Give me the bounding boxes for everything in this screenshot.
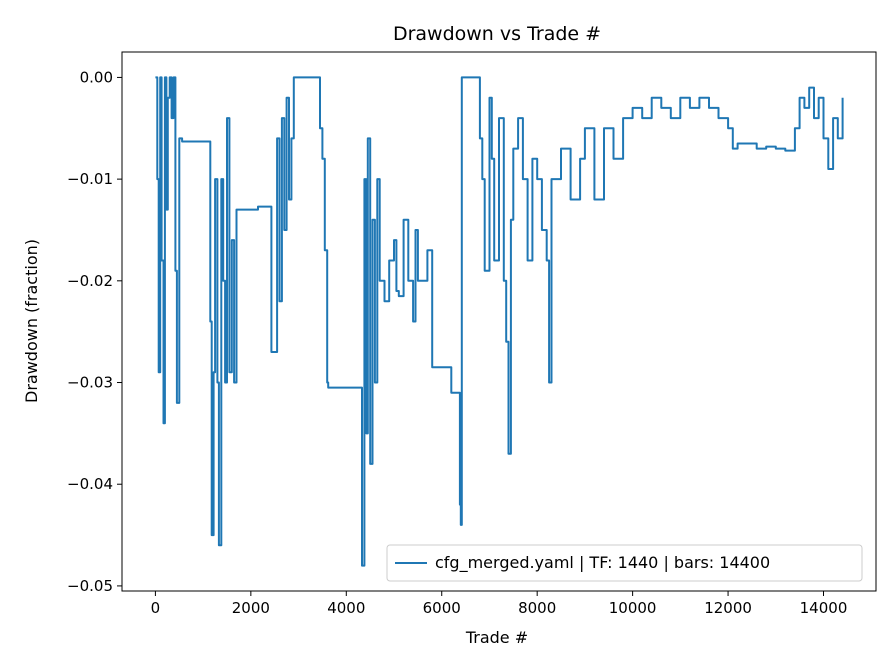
legend-box bbox=[386, 544, 863, 582]
x-tick-label: 12000 bbox=[704, 599, 752, 617]
plot-area bbox=[121, 51, 877, 592]
series-line-0 bbox=[155, 76, 844, 567]
y-tick-label: −0.02 bbox=[67, 272, 113, 290]
x-tick-label: 4000 bbox=[327, 599, 365, 617]
legend: cfg_merged.yaml | TF: 1440 | bars: 14400 bbox=[386, 544, 863, 582]
x-tick-label: 8000 bbox=[518, 599, 556, 617]
y-tick-label: 0.00 bbox=[80, 68, 113, 86]
x-axis: 0 2000 4000 6000 8000 10000 12000 14000 bbox=[151, 591, 848, 617]
x-tick-label: 0 bbox=[151, 599, 161, 617]
x-tick-label: 14000 bbox=[800, 599, 848, 617]
y-axis: 0.00 −0.01 −0.02 −0.03 −0.04 −0.05 bbox=[67, 68, 122, 595]
y-tick-label: −0.01 bbox=[67, 170, 113, 188]
y-axis-label: Drawdown (fraction) bbox=[22, 239, 41, 403]
y-tick-label: −0.03 bbox=[67, 374, 113, 392]
x-tick-label: 10000 bbox=[609, 599, 657, 617]
chart-title: Drawdown vs Trade # bbox=[393, 23, 601, 45]
plot-frame bbox=[121, 51, 877, 592]
y-tick-label: −0.05 bbox=[67, 577, 113, 595]
x-tick-label: 2000 bbox=[232, 599, 270, 617]
y-tick-label: −0.04 bbox=[67, 475, 113, 493]
x-axis-label: Trade # bbox=[465, 628, 528, 647]
legend-label: cfg_merged.yaml | TF: 1440 | bars: 14400 bbox=[435, 553, 770, 573]
x-tick-label: 6000 bbox=[423, 599, 461, 617]
